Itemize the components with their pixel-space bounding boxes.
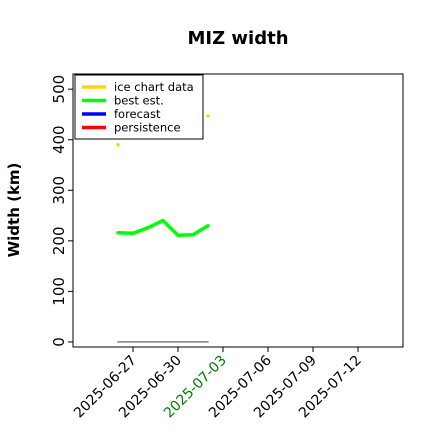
plot-frame bbox=[72, 73, 404, 348]
y-tick-label-500: 500 bbox=[50, 75, 68, 104]
legend-label-forecast: forecast bbox=[114, 107, 161, 121]
y-tick-label-400: 400 bbox=[50, 125, 68, 154]
series-line-best-est bbox=[116, 218, 210, 238]
chart-title: MIZ width bbox=[187, 28, 288, 49]
legend-label-best-est: best est. bbox=[114, 94, 164, 108]
y-tick-label-100: 100 bbox=[50, 277, 68, 306]
y-axis-label: Width (km) bbox=[5, 163, 23, 258]
y-tick-label-200: 200 bbox=[50, 227, 68, 256]
x-axis-ticks: 2025-06-272025-06-302025-07-032025-07-06… bbox=[71, 347, 365, 421]
series-layer bbox=[116, 114, 210, 343]
legend-label-ice-chart-data: ice chart data bbox=[114, 80, 194, 94]
legend-label-persistence: persistence bbox=[114, 121, 181, 135]
y-axis-ticks: 0 100 200 300 400 500 bbox=[50, 75, 73, 347]
y-tick-label-0: 0 bbox=[50, 337, 68, 347]
series-point-ice-chart-data-0 bbox=[116, 143, 120, 147]
y-tick-label-300: 300 bbox=[50, 176, 68, 205]
series-point-ice-chart-data-1 bbox=[206, 114, 210, 118]
